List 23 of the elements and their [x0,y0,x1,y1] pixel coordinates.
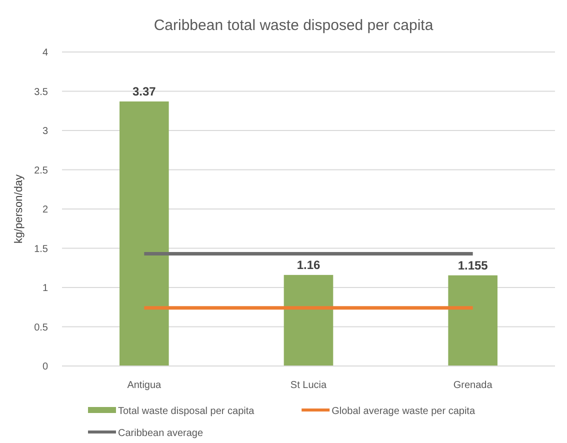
legend-label: Caribbean average [118,428,204,439]
y-tick-label: 0 [42,362,48,372]
y-tick-label: 1 [42,283,48,294]
bar [284,274,334,366]
bar [448,275,498,366]
x-tick-label: St Lucia [290,380,327,391]
y-tick-label: 2 [42,204,48,216]
y-tick-label: 4 [42,48,48,58]
bar [120,101,169,366]
chart-title: Caribbean total waste disposed per capita [154,17,434,34]
x-tick-label: Antigua [127,380,162,391]
data-label: 1.16 [296,258,320,272]
legend-label: Total waste disposal per capita [118,406,255,417]
y-tick-label: 1.5 [34,244,48,255]
x-tick-label: Grenada [453,380,493,391]
y-axis-title: kg/person/day [13,174,25,244]
legend-label: Global average waste per capita [332,406,476,417]
y-tick-label: 2.5 [34,165,48,176]
data-label: 1.155 [458,258,488,272]
y-tick-label: 3.5 [34,86,48,98]
y-tick-label: 3 [42,126,48,137]
data-label: 3.37 [132,84,156,98]
y-tick-label: 0.5 [34,322,48,334]
